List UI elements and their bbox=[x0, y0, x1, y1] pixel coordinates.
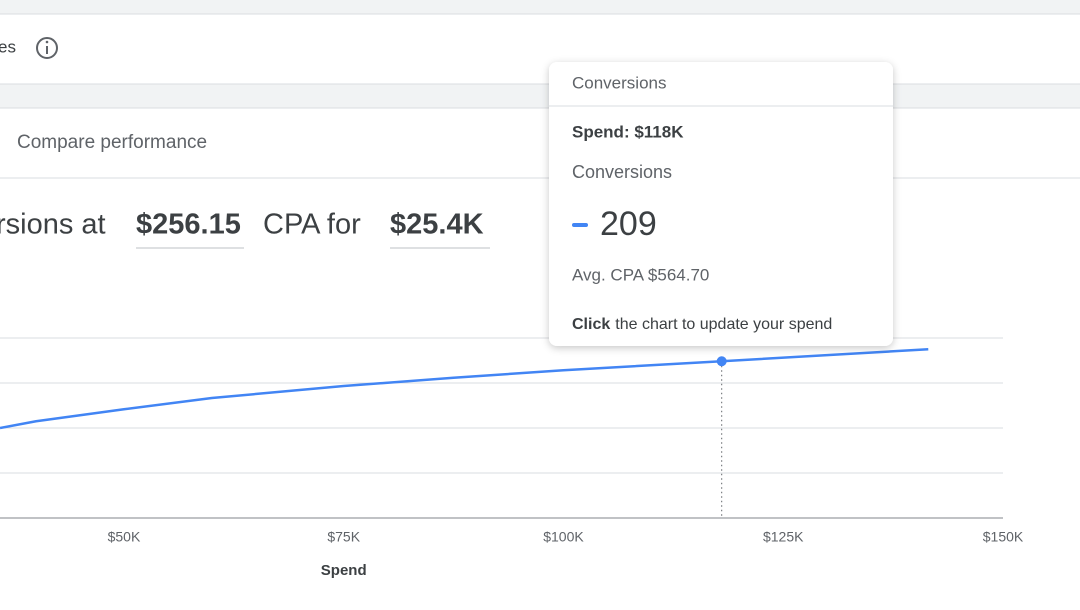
gap-band bbox=[0, 84, 1080, 108]
summary-budget[interactable]: $25.4K bbox=[390, 209, 484, 241]
tooltip-title: Conversions bbox=[572, 73, 667, 92]
chart[interactable]: $50K $75K $100K $125K $150K Spend bbox=[0, 337, 1024, 579]
legend-swatch bbox=[572, 223, 588, 227]
tooltip-value: 209 bbox=[600, 205, 657, 243]
x-tick-label: $50K bbox=[108, 529, 141, 545]
tooltip-metric: Conversions bbox=[572, 162, 672, 182]
tooltip-cpa: Avg. CPA $564.70 bbox=[572, 265, 709, 284]
tooltip-hint: Click the chart to update your spend bbox=[572, 316, 832, 333]
top-strip bbox=[0, 0, 1080, 14]
x-axis-title: Spend bbox=[321, 562, 367, 579]
summary-text: CPA for bbox=[263, 209, 361, 241]
header-label: es bbox=[0, 37, 16, 56]
tooltip-spend: Spend: $118K bbox=[572, 122, 684, 141]
series-line bbox=[0, 348, 929, 430]
x-tick-label: $150K bbox=[983, 529, 1024, 545]
summary-text: rsions at bbox=[0, 209, 106, 241]
tooltip-box bbox=[549, 62, 893, 346]
info-icon[interactable] bbox=[36, 37, 58, 59]
hint-text: the chart to update your spend bbox=[615, 316, 832, 333]
compare-tab[interactable]: Compare performance bbox=[17, 132, 207, 153]
tooltip: Conversions Spend: $118K Conversions 209… bbox=[549, 62, 893, 346]
x-tick-label: $100K bbox=[543, 529, 584, 545]
x-tick-label: $125K bbox=[763, 529, 804, 545]
hint-bold: Click bbox=[572, 316, 610, 333]
x-tick-label: $75K bbox=[327, 529, 360, 545]
summary-cpa[interactable]: $256.15 bbox=[136, 209, 241, 241]
focus-point bbox=[716, 356, 727, 367]
